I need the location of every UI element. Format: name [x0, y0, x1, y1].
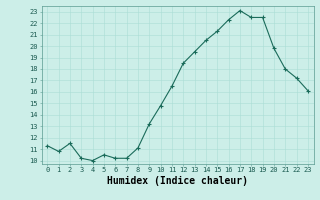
- X-axis label: Humidex (Indice chaleur): Humidex (Indice chaleur): [107, 176, 248, 186]
